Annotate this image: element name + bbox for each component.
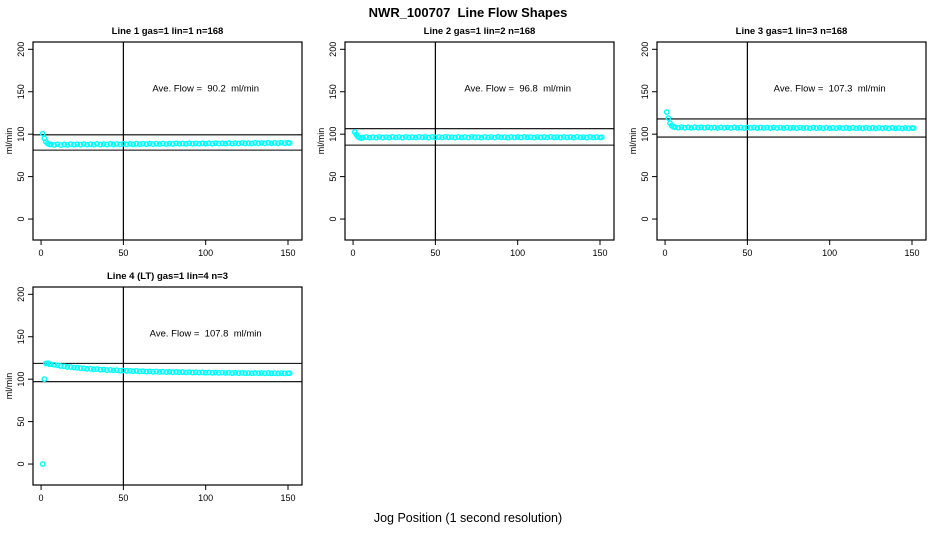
y-tick-label: 200 bbox=[640, 42, 650, 57]
y-tick-label: 100 bbox=[640, 127, 650, 142]
data-points bbox=[39, 360, 293, 467]
subplot-title: Line 1 gas=1 lin=1 n=168 bbox=[112, 26, 224, 37]
y-tick-label: 150 bbox=[328, 84, 338, 99]
x-tick-label: 150 bbox=[280, 493, 295, 503]
plot-border bbox=[344, 41, 615, 241]
x-axis: 0 50 100 150 bbox=[663, 240, 920, 258]
x-axis: 0 50 100 150 bbox=[39, 485, 296, 503]
ave-flow-annotation: Ave. Flow = 90.2 ml/min bbox=[152, 84, 259, 95]
y-axis: 0 50 100 150 200 bbox=[640, 42, 657, 222]
subplot-title: Line 2 gas=1 lin=2 n=168 bbox=[424, 26, 536, 37]
x-tick-label: 0 bbox=[351, 248, 356, 258]
x-tick-label: 150 bbox=[280, 248, 295, 258]
plot-border bbox=[656, 41, 927, 241]
y-tick-label: 150 bbox=[16, 84, 26, 99]
figure-title: NWR_100707 Line Flow Shapes bbox=[368, 5, 568, 20]
y-tick-label: 100 bbox=[328, 127, 338, 142]
x-axis: 0 50 100 150 bbox=[39, 240, 296, 258]
x-tick-label: 50 bbox=[118, 248, 128, 258]
x-tick-label: 50 bbox=[430, 248, 440, 258]
x-tick-label: 0 bbox=[39, 248, 44, 258]
y-axis-unit-label: ml/min bbox=[4, 128, 14, 155]
ave-flow-annotation: Ave. Flow = 107.3 ml/min bbox=[774, 84, 886, 95]
y-axis-unit-label: ml/min bbox=[628, 128, 638, 155]
ave-flow-annotation: Ave. Flow = 107.8 ml/min bbox=[150, 329, 262, 340]
y-tick-label: 150 bbox=[640, 84, 650, 99]
x-tick-label: 0 bbox=[663, 248, 668, 258]
y-axis: 0 50 100 150 200 bbox=[16, 42, 33, 222]
y-tick-label: 0 bbox=[16, 462, 26, 467]
y-tick-label: 200 bbox=[328, 42, 338, 57]
y-tick-label: 50 bbox=[328, 172, 338, 182]
subplot-title: Line 3 gas=1 lin=3 n=168 bbox=[736, 26, 848, 37]
y-tick-label: 50 bbox=[16, 172, 26, 182]
data-points bbox=[39, 130, 293, 148]
y-tick-label: 50 bbox=[640, 172, 650, 182]
y-axis: 0 50 100 150 200 bbox=[328, 42, 345, 222]
shared-x-axis-label: Jog Position (1 second resolution) bbox=[373, 511, 563, 525]
y-tick-label: 150 bbox=[16, 329, 26, 344]
y-tick-label: 100 bbox=[16, 372, 26, 387]
y-tick-label: 50 bbox=[16, 417, 26, 427]
x-tick-label: 100 bbox=[822, 248, 837, 258]
subplot-3-chart: 0 50 100 150 0 50 100 150 200 ml/min Line 3 gas=1 … bbox=[628, 26, 927, 258]
x-tick-label: 0 bbox=[39, 493, 44, 503]
y-tick-label: 0 bbox=[328, 217, 338, 222]
data-points bbox=[663, 109, 917, 132]
y-axis-unit-label: ml/min bbox=[316, 128, 326, 155]
x-tick-label: 100 bbox=[510, 248, 525, 258]
y-tick-label: 100 bbox=[16, 127, 26, 142]
plot-border bbox=[32, 286, 303, 486]
ave-flow-annotation: Ave. Flow = 96.8 ml/min bbox=[464, 84, 571, 95]
subplot-title: Line 4 (LT) gas=1 lin=4 n=3 bbox=[107, 271, 228, 282]
data-points bbox=[351, 129, 605, 142]
x-tick-label: 150 bbox=[904, 248, 919, 258]
y-axis-unit-label: ml/min bbox=[4, 373, 14, 400]
subplot-2-chart: 0 50 100 150 0 50 100 150 200 ml/min Line 2 gas=1 … bbox=[316, 26, 615, 258]
x-tick-label: 100 bbox=[198, 248, 213, 258]
x-tick-label: 50 bbox=[742, 248, 752, 258]
x-tick-label: 50 bbox=[118, 493, 128, 503]
y-tick-label: 200 bbox=[16, 287, 26, 302]
x-axis: 0 50 100 150 bbox=[351, 240, 608, 258]
x-tick-label: 150 bbox=[592, 248, 607, 258]
y-axis: 0 50 100 150 200 bbox=[16, 287, 33, 467]
subplot-4-chart: 0 50 100 150 0 50 100 150 200 ml/min Line 4 (LT) g… bbox=[4, 271, 303, 503]
y-tick-label: 0 bbox=[640, 217, 650, 222]
y-tick-label: 0 bbox=[16, 217, 26, 222]
subplot-1-chart: 0 50 100 150 0 50 100 150 200 ml/min Line 1 gas=1 … bbox=[4, 26, 303, 258]
x-tick-label: 100 bbox=[198, 493, 213, 503]
y-tick-label: 200 bbox=[16, 42, 26, 57]
